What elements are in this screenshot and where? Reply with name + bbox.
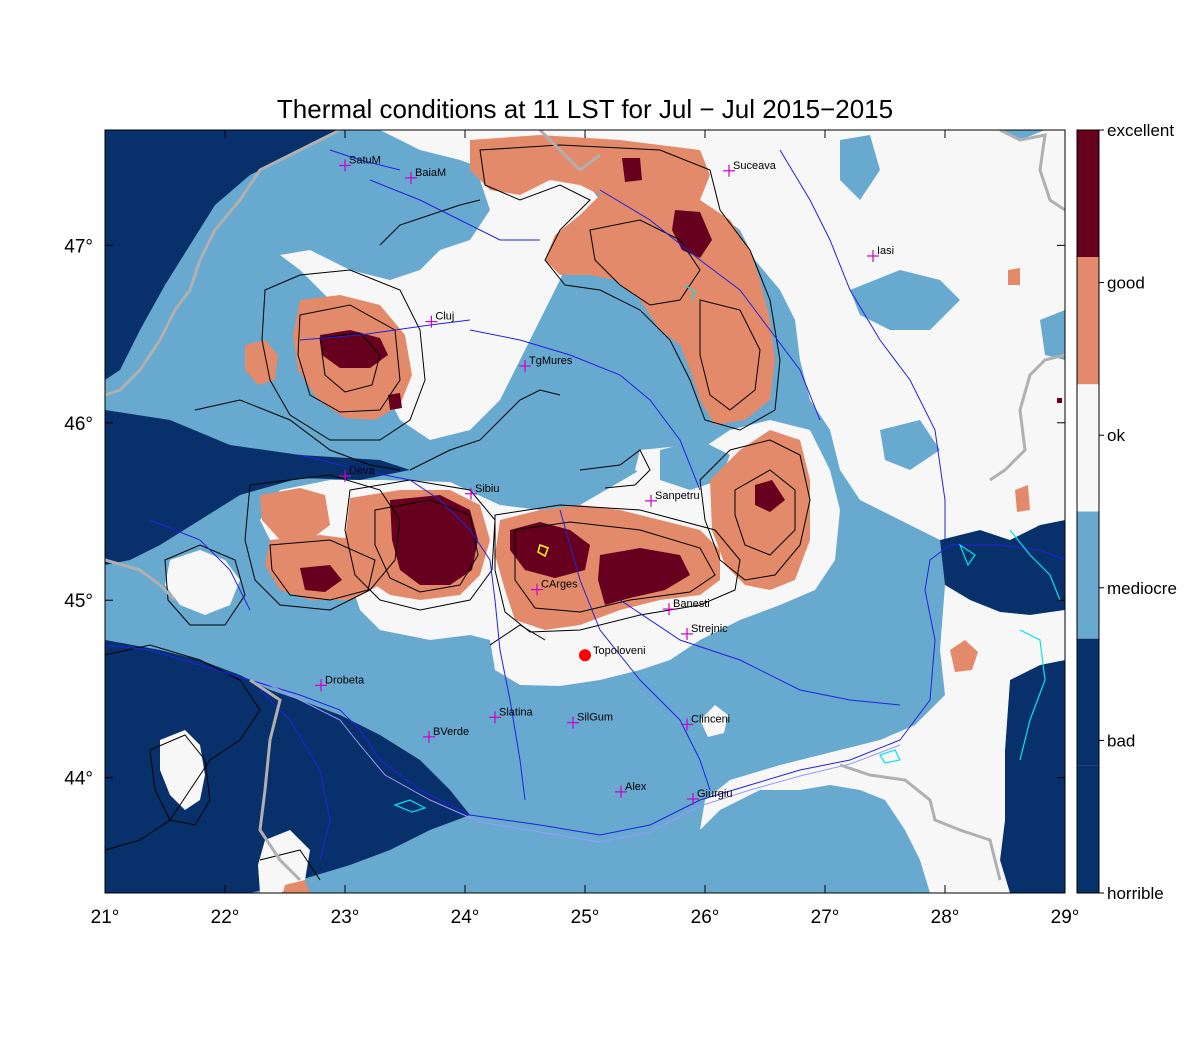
city-label: Giurgiu	[697, 788, 732, 800]
legend-label-ok: ok	[1107, 426, 1125, 445]
city-label: Strejnic	[691, 623, 728, 635]
city-label: Deva	[349, 465, 376, 477]
bad-patches	[590, 135, 1065, 490]
city-label: SatuM	[349, 154, 381, 166]
map-title: Thermal conditions at 11 LST for Jul − J…	[277, 94, 893, 124]
city-label: Sanpetru	[655, 490, 700, 502]
small-good-cell	[1057, 398, 1062, 403]
legend-swatch-mediocre	[1077, 384, 1099, 512]
rivers	[105, 149, 1065, 861]
city-label: Sibiu	[475, 483, 499, 495]
highlight-marker	[579, 649, 591, 662]
legend-swatch-ok	[1077, 257, 1099, 385]
lakes	[393, 284, 1061, 813]
city-label: Suceava	[733, 160, 777, 172]
legend-label-bad: bad	[1107, 731, 1135, 750]
country-borders	[105, 130, 1065, 882]
y-tick-label: 44°	[64, 769, 93, 790]
legend: excellent good ok mediocre bad horrible	[1076, 121, 1177, 903]
elevation-contours	[105, 144, 811, 881]
city-label: Clinceni	[691, 713, 730, 725]
x-tick-label: 21°	[91, 907, 120, 928]
city-label: Iasi	[877, 245, 894, 257]
legend-label-mediocre: mediocre	[1107, 579, 1177, 598]
legend-swatch-good	[1077, 130, 1099, 258]
legend-swatch-bad	[1077, 511, 1099, 639]
city-label: Cluj	[435, 311, 454, 323]
legend-label-excellent: excellent	[1107, 121, 1174, 140]
city-label: SilGum	[577, 712, 613, 724]
x-tick-label: 29°	[1051, 907, 1080, 928]
x-tick-label: 28°	[931, 907, 960, 928]
y-tick-label: 45°	[64, 591, 93, 612]
highlight-label: Topoloveni	[593, 645, 646, 657]
x-tick-label: 25°	[571, 907, 600, 928]
city-markers: SatuM BaiaM Suceava Iasi Cluj TgMures Deva Sibi…	[315, 154, 894, 805]
y-tick-label: 47°	[64, 236, 93, 257]
city-label: Banesti	[673, 598, 710, 610]
x-tick-label: 24°	[451, 907, 480, 928]
map-area: SatuM BaiaM Suceava Iasi Cluj TgMures Deva Sibi…	[105, 130, 1065, 893]
city-label: BVerde	[433, 726, 469, 738]
city-label: Alex	[625, 781, 647, 793]
x-tick-label: 27°	[811, 907, 840, 928]
x-tick-label: 26°	[691, 907, 720, 928]
x-tick-label: 23°	[331, 907, 360, 928]
legend-swatch-bottom	[1077, 765, 1099, 893]
city-label: BaiaM	[415, 167, 446, 179]
legend-label-horrible: horrible	[1107, 884, 1164, 903]
legend-label-good: good	[1107, 274, 1145, 293]
danube-river	[259, 679, 901, 843]
x-tick-label: 22°	[211, 907, 240, 928]
legend-frame	[1076, 129, 1100, 894]
city-label: Slatina	[499, 706, 534, 718]
city-label: CArges	[541, 579, 578, 591]
y-tick-label: 46°	[64, 414, 93, 435]
yellow-contour-marker	[537, 544, 549, 558]
good-regions	[300, 158, 785, 605]
city-label: Drobeta	[325, 674, 365, 686]
axis-ticks: 21° 22° 23° 24° 25° 26° 27° 28° 29° 44° 45° 46° 47°	[64, 130, 1079, 928]
city-label: TgMures	[529, 355, 573, 367]
legend-swatch-horrible	[1077, 638, 1099, 766]
